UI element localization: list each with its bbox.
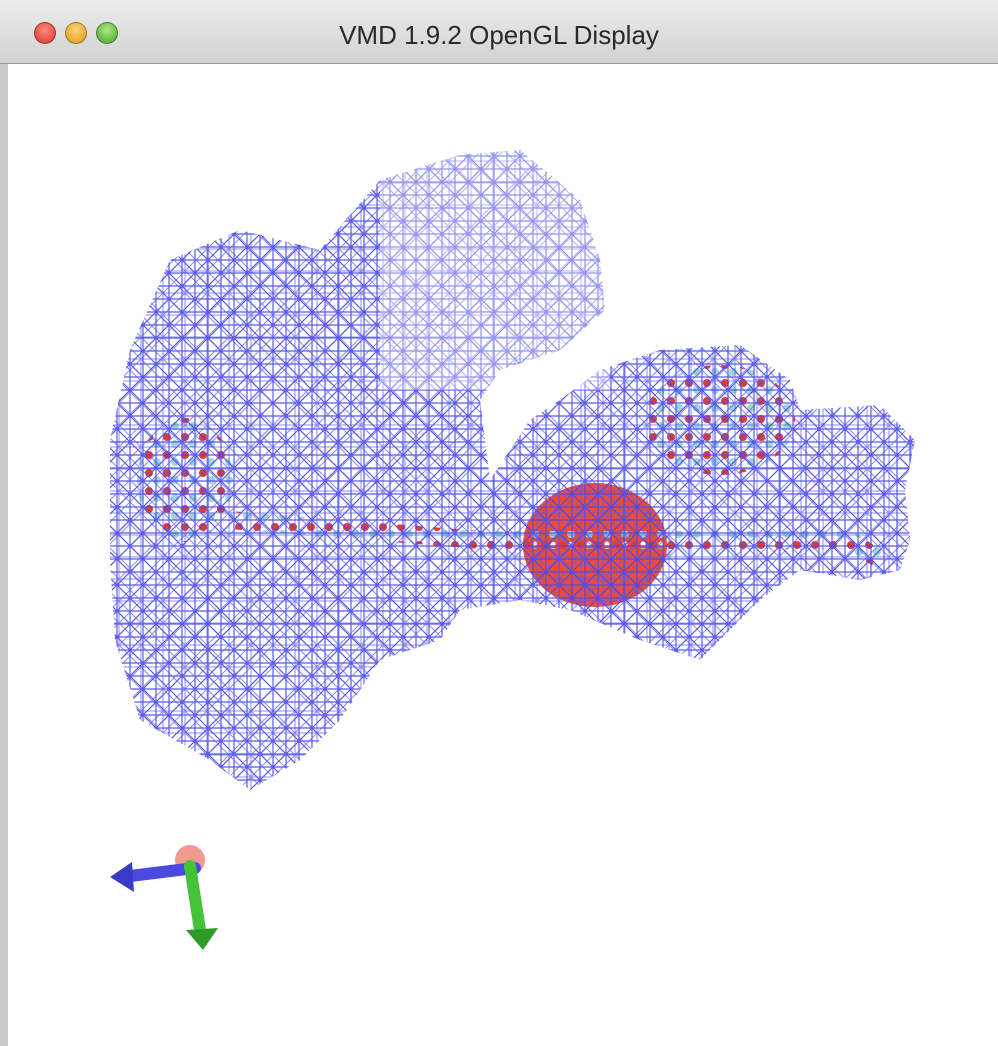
axes-indicator	[110, 845, 218, 950]
surface-mesh	[100, 140, 920, 800]
molecule-view	[0, 0, 998, 1046]
vmd-window: VMD 1.9.2 OpenGL Display	[0, 0, 998, 1046]
